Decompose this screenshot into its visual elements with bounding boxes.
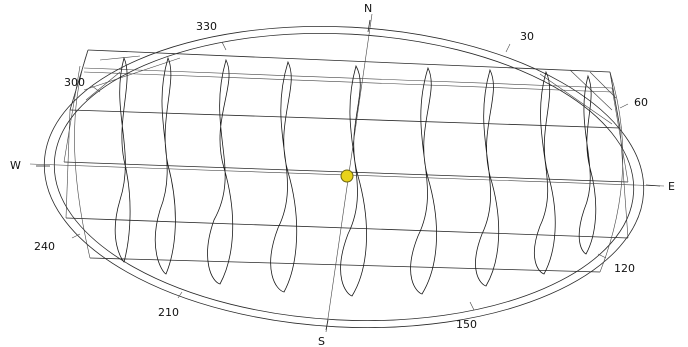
analemma-8 [534, 70, 556, 275]
east-label: E [668, 180, 675, 193]
analemma-6 [410, 66, 437, 295]
box-left-edge-3 [65, 109, 71, 219]
north-tick [367, 19, 371, 33]
analemma-5 [340, 64, 367, 297]
box-hatch-ul-3 [85, 71, 121, 101]
north-label: N [364, 2, 372, 15]
box-top-edge [87, 49, 611, 73]
east-tick [645, 184, 661, 187]
box-row-line-3 [65, 217, 629, 239]
tick-210 [177, 291, 183, 299]
box-row-line-1 [69, 109, 621, 129]
azimuth-label-300: 300 [64, 76, 85, 89]
horizon-inner-ellipse [53, 32, 635, 322]
box-hatch-ul-2 [83, 57, 181, 91]
azimuth-label-210: 210 [158, 306, 179, 319]
analemma-2 [154, 56, 176, 275]
sun-marker [340, 169, 354, 183]
analemma-4 [270, 60, 298, 293]
box-hatch-ul-1 [99, 55, 141, 61]
box-right-edge [609, 71, 621, 129]
horizon-circles [43, 25, 645, 329]
tick-60 [619, 103, 629, 109]
tick-30 [505, 43, 511, 53]
analemma-7 [475, 68, 500, 287]
box-left-curve [74, 49, 91, 259]
box-hatch-ur-2 [589, 71, 617, 99]
azimuth-label-30: 30 [520, 30, 534, 43]
azimuth-label-150: 150 [456, 318, 477, 331]
horizon-outer-ellipse [43, 25, 645, 329]
south-tick [325, 319, 329, 331]
tick-240 [71, 233, 81, 239]
box-left-edge-2 [63, 65, 81, 163]
box-top-edge-3 [83, 71, 613, 93]
west-label: W [10, 159, 21, 172]
azimuth-label-330: 330 [196, 20, 217, 33]
azimuth-label-240: 240 [34, 240, 55, 253]
azimuth-label-60: 60 [634, 96, 648, 109]
wireframe-box [63, 49, 629, 273]
box-top-edge-2 [83, 67, 613, 89]
box-right-curve [599, 71, 624, 273]
box-right-edge-2 [611, 87, 629, 183]
south-label: S [318, 335, 325, 347]
tick-300 [91, 85, 101, 93]
analemma-9 [578, 74, 597, 255]
box-bottom-edge [89, 257, 601, 273]
azimuth-label-120: 120 [614, 262, 635, 275]
tick-330 [221, 41, 227, 51]
analemma-3 [207, 58, 234, 285]
tick-150 [469, 301, 475, 311]
analemma-set [114, 56, 597, 297]
analemma-1 [114, 56, 131, 263]
azimuth-ticks [71, 41, 629, 311]
box-right-edge-3 [619, 127, 629, 239]
box-hatch-ur-3 [539, 73, 613, 125]
tick-120 [597, 253, 607, 259]
